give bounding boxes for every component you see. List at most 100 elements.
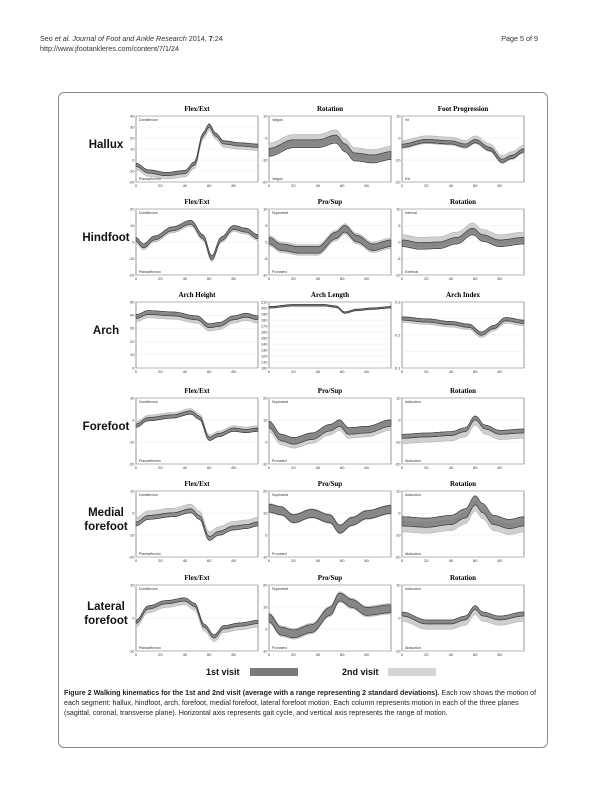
x-tick-label: 60: [473, 652, 478, 657]
x-tick-label: 60: [473, 369, 478, 374]
direction-label-bottom: Plantarflexion: [139, 459, 161, 463]
x-tick-label: 80: [231, 276, 236, 281]
direction-label-bottom: Plantarflexion: [139, 177, 161, 181]
direction-label-bottom: Plantarflexion: [139, 646, 161, 650]
visit1-lower-line: [402, 319, 525, 336]
kinematics-panel: Flex/Ext 40 30 20 10 0 -10 -20 0 20 40 60 80 Dorsifle…: [129, 103, 262, 193]
x-tick-label: 0: [401, 465, 404, 470]
visit1-upper-line: [268, 592, 391, 631]
x-tick-label: 20: [424, 369, 429, 374]
x-tick-label: 0: [135, 369, 138, 374]
y-tick-label: 0: [132, 157, 135, 162]
y-tick-label: -20: [262, 179, 269, 184]
plot-area: [268, 584, 392, 652]
direction-label-bottom: External: [405, 270, 418, 274]
visit1-lower-line: [268, 511, 392, 534]
y-tick-label: 10: [130, 582, 135, 587]
x-tick-label: 20: [424, 558, 429, 563]
x-tick-label: 40: [183, 465, 188, 470]
figure-caption: Figure 2 Walking kinematics for the 1st …: [64, 688, 540, 719]
panel-title: Foot Progression: [438, 105, 489, 113]
visit1-upper-line: [269, 304, 392, 313]
x-tick-label: 40: [316, 465, 321, 470]
x-tick-label: 40: [316, 276, 321, 281]
visit1-lower-line: [135, 413, 259, 441]
y-tick-label: 50: [130, 299, 135, 304]
y-tick-label: 200: [261, 305, 268, 310]
y-tick-label: 20: [130, 339, 135, 344]
y-tick-label: 0: [132, 239, 135, 244]
y-tick-label: 0: [398, 135, 401, 140]
y-tick-label: 10: [130, 395, 135, 400]
x-tick-label: 0: [401, 558, 404, 563]
legend-swatch-visit1: [250, 668, 298, 676]
visit1-upper-line: [268, 225, 392, 247]
x-tick-label: 60: [340, 183, 345, 188]
y-tick-label: 10: [130, 352, 135, 357]
x-tick-label: 0: [135, 558, 138, 563]
row-label: Hallux: [62, 138, 150, 152]
row-label: Lateral forefoot: [62, 600, 150, 628]
panel-title: Arch Height: [178, 291, 216, 299]
direction-label-bottom: Pronated: [272, 552, 287, 556]
x-tick-label: 60: [207, 183, 212, 188]
x-tick-label: 20: [291, 465, 296, 470]
panel-title: Pro/Sup: [318, 480, 342, 488]
article-url[interactable]: http://www.jfootankleres.com/content/7/1…: [40, 44, 180, 53]
x-tick-label: 0: [268, 558, 271, 563]
direction-label-bottom: Pronated: [272, 270, 287, 274]
panel-title: Flex/Ext: [184, 387, 210, 395]
panel-title: Pro/Sup: [318, 387, 342, 395]
visit1-lower-line: [269, 305, 392, 314]
y-tick-label: -10: [262, 554, 269, 559]
x-tick-label: 0: [268, 276, 271, 281]
y-tick-label: 0: [398, 510, 401, 515]
y-tick-label: -20: [395, 179, 402, 184]
y-tick-label: 10: [263, 417, 268, 422]
x-tick-label: 60: [207, 652, 212, 657]
kinematics-panel: Rotation 10 0 -10 -20 0 20 40 60 80 Adduction Abduc…: [395, 385, 528, 475]
x-tick-label: 0: [135, 465, 138, 470]
x-tick-label: 80: [497, 465, 502, 470]
direction-label-top: Dorsiflexion: [139, 493, 158, 497]
panel-title: Rotation: [450, 480, 476, 488]
row-label-line: Lateral: [87, 601, 125, 613]
y-tick-label: -10: [395, 532, 402, 537]
legend-label-visit1: 1st visit: [206, 667, 240, 677]
visit1-upper-line: [268, 503, 392, 526]
kinematics-panel: Rotation 10 5 0 -5 -10 0 20 40 60 80 Internal Extern…: [395, 196, 528, 286]
visit1-lower-line: [135, 600, 259, 639]
direction-label-bottom: Ext: [405, 177, 410, 181]
y-tick-label: 0: [265, 135, 268, 140]
direction-label-top: Internal: [405, 211, 417, 215]
visit1-lower-line: [401, 142, 525, 163]
x-tick-label: 20: [158, 369, 163, 374]
row-label: Arch: [62, 324, 150, 338]
direction-label-top: Supinated: [272, 211, 288, 215]
y-tick-label: 10: [263, 604, 268, 609]
y-tick-label: 0: [265, 626, 268, 631]
visit1-lower-line: [135, 223, 259, 261]
kinematics-panel: Flex/Ext 10 0 -10 -20 0 20 40 60 80 Dorsiflexion Pl…: [129, 385, 262, 475]
kinematics-panel: Flex/Ext 10 0 -10 -20 0 20 40 60 80 Dorsiflexion Pl…: [129, 478, 262, 568]
x-tick-label: 80: [364, 558, 369, 563]
visit1-lower-line: [135, 126, 259, 176]
direction-label-bottom: Pronated: [272, 459, 287, 463]
caption-text: Each row shows the motion of each segmen…: [64, 689, 537, 718]
x-tick-label: 80: [497, 183, 502, 188]
visit1-lower-line: [401, 234, 524, 250]
direction-label-top: Dorsiflexion: [139, 400, 158, 404]
y-tick-label: 10: [396, 395, 401, 400]
direction-label-top: Dorsiflexion: [139, 118, 158, 122]
y-tick-label: 0: [398, 417, 401, 422]
y-tick-label: 0.3: [395, 299, 401, 304]
visit1-lower-line: [401, 609, 525, 625]
y-tick-label: -20: [129, 554, 136, 559]
y-tick-label: -10: [395, 272, 402, 277]
x-tick-label: 0: [135, 276, 138, 281]
panel-plot: Arch Length21020019018017016015014013012…: [261, 291, 392, 374]
